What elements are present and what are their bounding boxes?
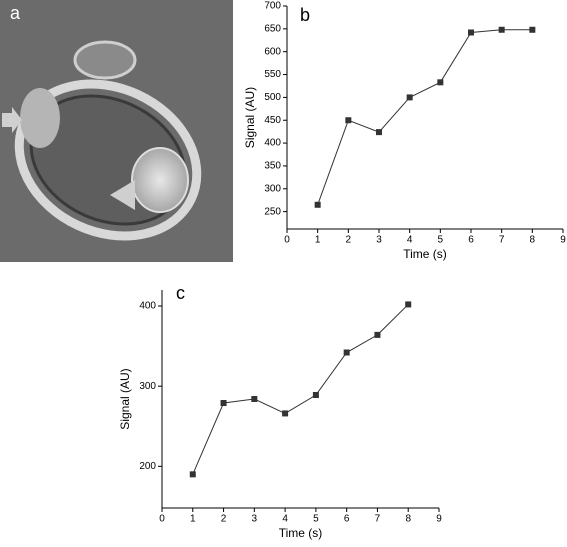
y-tick-label: 600: [264, 46, 281, 57]
y-tick-label: 300: [139, 381, 156, 392]
x-tick-label: 2: [221, 514, 227, 525]
x-tick-label: 6: [344, 514, 350, 525]
data-point: [437, 79, 444, 86]
x-tick-label: 9: [560, 235, 566, 246]
data-point: [498, 26, 505, 33]
y-tick-label: 200: [139, 461, 156, 472]
x-tick-label: 8: [530, 235, 536, 246]
y-tick-label: 450: [264, 115, 281, 126]
data-point: [312, 391, 319, 398]
data-point: [220, 400, 227, 407]
x-tick-label: 3: [252, 514, 258, 525]
panel-label: b: [300, 5, 310, 25]
data-point: [251, 396, 258, 402]
x-tick-label: 0: [284, 235, 290, 246]
x-tick-label: 4: [407, 235, 413, 246]
panel-label: a: [10, 3, 21, 23]
data-point: [189, 471, 196, 478]
data-point: [468, 29, 474, 36]
data-point: [314, 201, 321, 208]
data-point: [343, 349, 350, 356]
y-axis-label: Signal (AU): [243, 87, 257, 148]
data-point: [282, 410, 289, 417]
data-point: [405, 301, 412, 308]
x-tick-label: 8: [405, 514, 411, 525]
x-tick-label: 1: [315, 235, 321, 246]
x-tick-label: 5: [438, 235, 444, 246]
x-tick-label: 2: [346, 235, 352, 246]
x-tick-label: 0: [159, 514, 165, 525]
x-axis-label: Time (s): [279, 526, 323, 540]
micrograph: a: [0, 0, 233, 262]
data-point: [529, 26, 536, 33]
x-tick-label: 7: [375, 514, 381, 525]
data-point: [345, 117, 352, 124]
x-tick-label: 1: [190, 514, 196, 525]
y-tick-label: 350: [264, 161, 281, 172]
y-tick-label: 400: [264, 138, 281, 149]
panel-label: c: [176, 283, 185, 303]
y-tick-label: 550: [264, 69, 281, 80]
data-point: [376, 129, 382, 136]
data-point: [406, 94, 413, 101]
data-point: [374, 331, 381, 338]
data-line: [317, 29, 533, 205]
x-tick-label: 5: [313, 514, 319, 525]
y-tick-label: 650: [264, 23, 281, 34]
y-tick-label: 700: [264, 1, 281, 12]
x-tick-label: 7: [499, 235, 505, 246]
x-tick-label: 3: [376, 235, 382, 246]
y-tick-label: 400: [139, 301, 156, 312]
data-line: [192, 304, 409, 475]
y-tick-label: 300: [264, 183, 281, 194]
y-tick-label: 250: [264, 206, 281, 217]
x-axis-label: Time (s): [403, 247, 447, 261]
y-tick-label: 500: [264, 92, 281, 103]
x-tick-label: 9: [436, 514, 442, 525]
x-tick-label: 4: [282, 514, 288, 525]
x-tick-label: 6: [468, 235, 474, 246]
y-axis-label: Signal (AU): [118, 368, 132, 429]
